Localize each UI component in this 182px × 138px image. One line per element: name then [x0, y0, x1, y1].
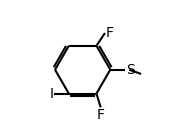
- Text: F: F: [106, 26, 114, 40]
- Text: I: I: [50, 87, 54, 101]
- Text: F: F: [97, 108, 105, 123]
- Text: S: S: [126, 63, 134, 77]
